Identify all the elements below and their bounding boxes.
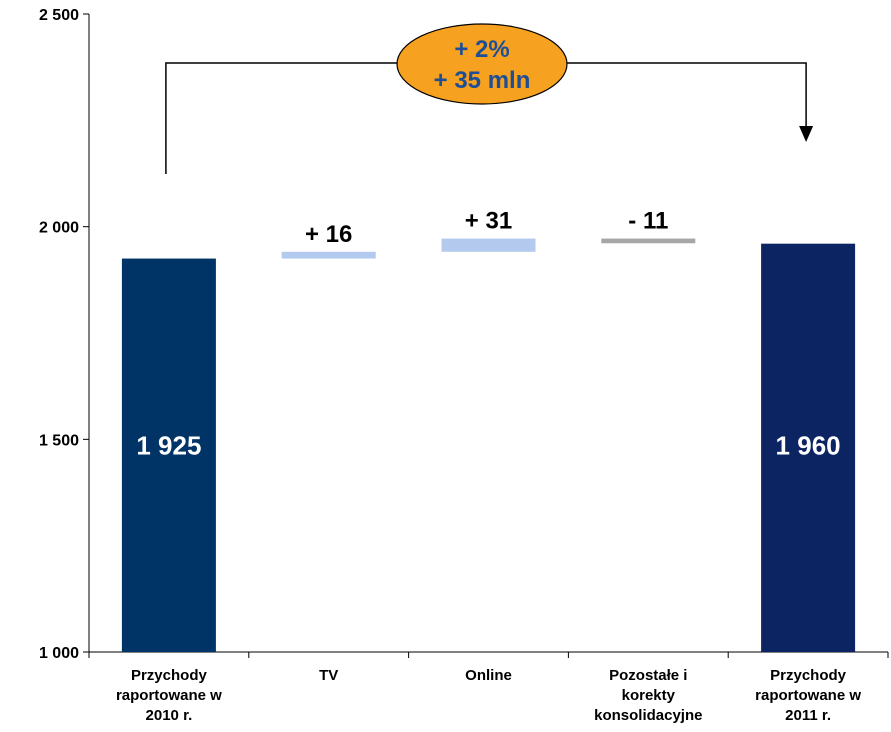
labels: 1 925 + 16 + 31 - 11 1 960 [136, 208, 840, 461]
x-category-label: raportowane w [755, 687, 861, 704]
callout-text: + 35 mln [434, 67, 531, 94]
change-callout: + 2% + 35 mln [165, 23, 814, 174]
x-category-label: 2011 r. [785, 707, 831, 724]
bar-value-label: - 11 [628, 208, 668, 235]
x-category-label: Przychody [131, 667, 208, 684]
y-tick-label: 1 000 [39, 645, 79, 662]
total-bar [121, 258, 216, 652]
bar-value-label: + 31 [465, 208, 512, 235]
x-category-label: Przychody [770, 667, 847, 684]
bars [121, 238, 856, 652]
bar-value-label: 1 925 [136, 430, 201, 460]
delta-bar [281, 251, 376, 259]
axes: 1 000 1 500 2 000 2 500 Przychody raportowane… [39, 7, 889, 724]
x-category-label: konsolidacyjne [594, 707, 702, 724]
delta-bar [601, 238, 696, 244]
bar-value-label: + 16 [305, 221, 352, 248]
total-bar [761, 243, 856, 652]
arrow-head [799, 126, 814, 142]
x-category-label: Pozostałe i [609, 667, 687, 684]
x-category-label: 2010 r. [146, 707, 193, 724]
x-category-label: TV [319, 667, 338, 684]
y-tick-label: 2 000 [39, 220, 79, 237]
x-category-label: raportowane w [116, 687, 222, 704]
callout-ellipse [396, 23, 568, 105]
bar-value-label: 1 960 [776, 430, 841, 460]
delta-bar [441, 238, 536, 252]
y-tick-label: 1 500 [39, 432, 79, 449]
x-category-label: korekty [622, 687, 676, 704]
x-category-label: Online [465, 667, 512, 684]
y-tick-label: 2 500 [39, 7, 79, 24]
callout-text: + 2% [454, 36, 509, 63]
